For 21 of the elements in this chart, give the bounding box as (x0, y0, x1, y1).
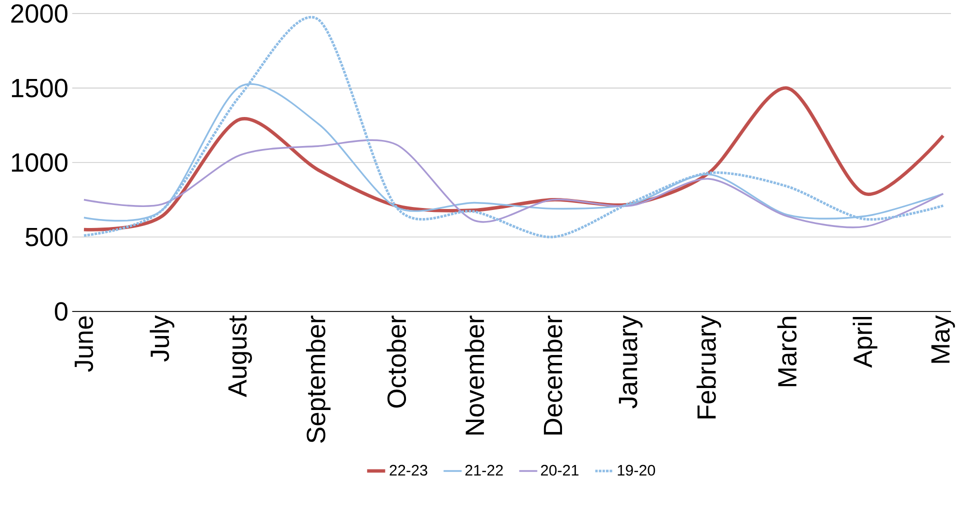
legend-label: 22-23 (390, 465, 428, 476)
x-tick-label: May (931, 315, 955, 363)
x-tick-label: July (150, 315, 174, 362)
x-tick-label: June (74, 316, 94, 372)
x-tick-label: February (696, 315, 722, 419)
x-tick-label: March (777, 317, 797, 386)
y-tick-label: 2000 (11, 4, 68, 24)
legend-label: 20-21 (541, 465, 578, 476)
x-tick-label: December (542, 316, 562, 435)
x-tick-label: January (618, 315, 643, 409)
legend-label: 21-22 (465, 465, 503, 476)
y-tick-label: 500 (26, 228, 68, 247)
x-tick-label: September (306, 316, 331, 443)
y-tick-label: 1500 (12, 78, 68, 98)
legend-label: 19-20 (618, 465, 656, 476)
y-tick-label: 1000 (12, 153, 68, 172)
x-tick-label: October (386, 316, 406, 408)
x-tick-label: August (228, 316, 252, 398)
x-tick-label: April (852, 317, 878, 368)
x-tick-label: November (464, 316, 484, 435)
y-tick-label: 0 (54, 302, 68, 321)
